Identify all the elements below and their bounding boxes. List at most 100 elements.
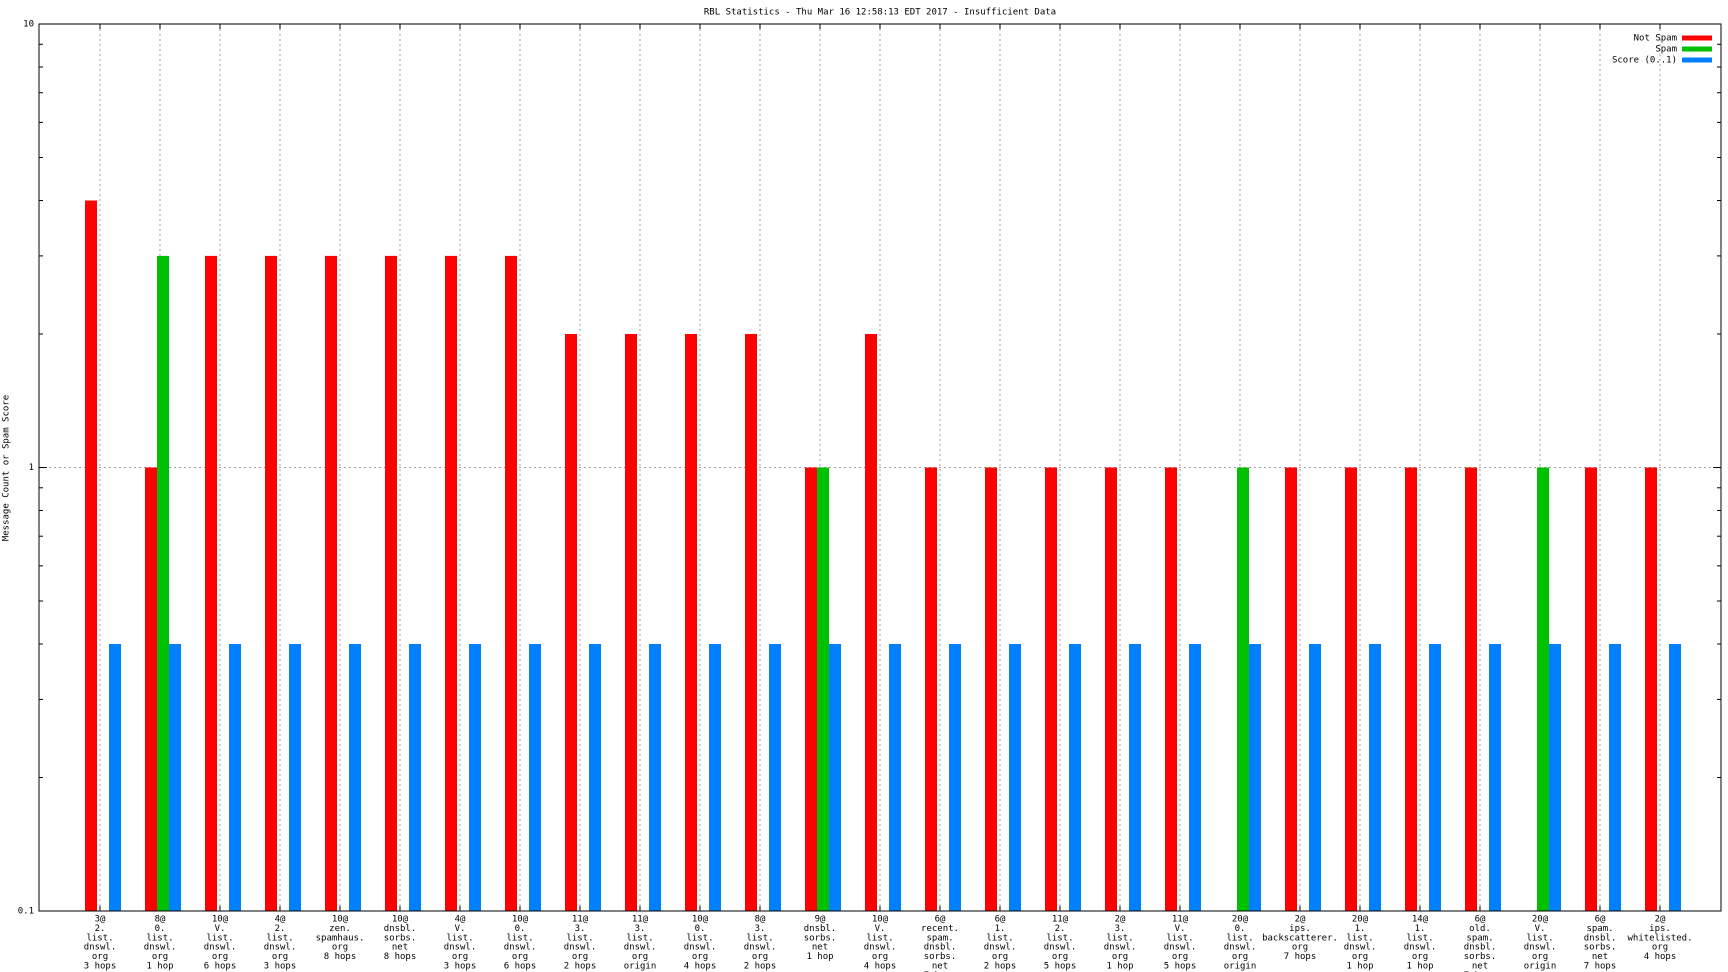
x-tick-label: 2.: [95, 924, 106, 934]
bar: [889, 643, 901, 911]
x-tick-label: 1 hop: [1106, 962, 1133, 972]
x-tick-label: org: [1352, 952, 1368, 962]
bar: [1585, 467, 1597, 911]
bar: [769, 643, 781, 911]
x-tick-label: list.: [206, 933, 233, 943]
bar: [565, 333, 577, 912]
x-tick-label: V.: [1175, 924, 1186, 934]
x-tick-label: list.: [1526, 933, 1553, 943]
x-tick-label: org: [572, 952, 588, 962]
bar: [1549, 643, 1561, 911]
legend-swatch: [1682, 57, 1712, 63]
x-tick-label: list.: [1226, 933, 1253, 943]
x-tick-label: list.: [1406, 933, 1433, 943]
x-tick-label: list.: [746, 933, 773, 943]
bar: [1129, 643, 1141, 911]
x-tick-label: sorbs.: [804, 933, 837, 943]
bar: [169, 643, 181, 911]
bar: [649, 643, 661, 911]
bar: [829, 643, 841, 911]
y-tick-label: 10: [23, 20, 34, 30]
x-tick-label: dnswl.: [624, 943, 657, 953]
x-tick-label: spam.: [1586, 924, 1613, 934]
x-tick-label: dnswl.: [264, 943, 297, 953]
x-tick-label: 9@: [815, 915, 826, 925]
bar: [265, 255, 277, 911]
x-tick-label: 7 hops: [924, 971, 957, 972]
x-tick-label: dnswl.: [684, 943, 717, 953]
bar: [589, 643, 601, 911]
x-tick-label: whitelisted.: [1627, 933, 1692, 943]
x-tick-label: list.: [566, 933, 593, 943]
bar: [865, 333, 877, 912]
x-tick-label: 0.: [515, 924, 526, 934]
x-tick-label: backscatterer.: [1262, 933, 1338, 943]
x-tick-label: org: [1232, 952, 1248, 962]
bar: [505, 255, 517, 911]
x-tick-label: 10@: [212, 915, 229, 925]
x-tick-label: V.: [1535, 924, 1546, 934]
x-tick-label: org: [272, 952, 288, 962]
x-tick-label: net: [1592, 952, 1608, 962]
bar: [1465, 467, 1477, 911]
x-tick-label: sorbs.: [924, 952, 957, 962]
x-tick-label: dnswl.: [1044, 943, 1077, 953]
bar: [1309, 643, 1321, 911]
x-tick-label: V.: [215, 924, 226, 934]
x-tick-label: 10@: [392, 915, 409, 925]
bar: [817, 467, 829, 911]
x-tick-label: dnsbl.: [804, 924, 837, 934]
x-tick-label: recent.: [921, 924, 959, 934]
x-tick-label: 5 hops: [1044, 962, 1077, 972]
bar: [157, 255, 169, 911]
x-tick-label: old.: [1469, 924, 1491, 934]
x-tick-label: 3.: [575, 924, 586, 934]
bar: [385, 255, 397, 911]
bar: [1489, 643, 1501, 911]
x-tick-label: 7 hops: [1584, 962, 1617, 972]
legend-label: Score (0..1): [1612, 56, 1677, 66]
x-tick-label: 8@: [155, 915, 166, 925]
x-tick-label: dnsbl.: [1464, 943, 1497, 953]
x-tick-label: 10@: [512, 915, 529, 925]
y-tick-label: 0.1: [18, 907, 34, 917]
x-tick-label: list.: [866, 933, 893, 943]
bar: [1645, 467, 1657, 911]
x-tick-label: 7 hops: [1284, 952, 1317, 962]
x-tick-label: 20@: [1352, 915, 1369, 925]
x-tick-label: dnsbl.: [924, 943, 957, 953]
x-tick-label: ips.: [1649, 924, 1671, 934]
x-tick-label: org: [1532, 952, 1548, 962]
x-tick-label: 11@: [1172, 915, 1189, 925]
legend-swatch: [1682, 35, 1712, 41]
x-tick-label: dnswl.: [864, 943, 897, 953]
y-tick-label: 1: [29, 463, 34, 473]
x-tick-label: dnsbl.: [384, 924, 417, 934]
plot-frame: [38, 23, 1722, 912]
x-tick-label: net: [392, 943, 408, 953]
bar: [109, 643, 121, 911]
x-tick-label: 6@: [935, 915, 946, 925]
x-tick-label: list.: [686, 933, 713, 943]
bar: [1045, 467, 1057, 911]
x-tick-label: 0.: [1235, 924, 1246, 934]
x-tick-label: org: [452, 952, 468, 962]
x-tick-label: spam.: [1466, 933, 1493, 943]
x-tick-label: 3 hops: [444, 962, 477, 972]
x-tick-label: 8 hops: [324, 952, 357, 962]
bar: [1105, 467, 1117, 911]
x-tick-label: list.: [1346, 933, 1373, 943]
x-tick-label: org: [212, 952, 228, 962]
x-tick-label: list.: [86, 933, 113, 943]
x-tick-label: org: [1112, 952, 1128, 962]
legend-swatch: [1682, 46, 1712, 52]
x-tick-label: dnswl.: [564, 943, 597, 953]
x-tick-label: 3 hops: [84, 962, 117, 972]
x-tick-label: 1 hop: [146, 962, 173, 972]
bar: [1537, 467, 1549, 911]
x-tick-label: sorbs.: [1584, 943, 1617, 953]
x-tick-label: dnswl.: [1164, 943, 1197, 953]
x-tick-label: 4 hops: [864, 962, 897, 972]
x-tick-label: 2.: [1055, 924, 1066, 934]
